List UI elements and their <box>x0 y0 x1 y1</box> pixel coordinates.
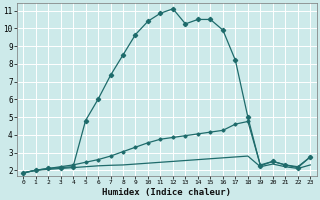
X-axis label: Humidex (Indice chaleur): Humidex (Indice chaleur) <box>102 188 231 197</box>
